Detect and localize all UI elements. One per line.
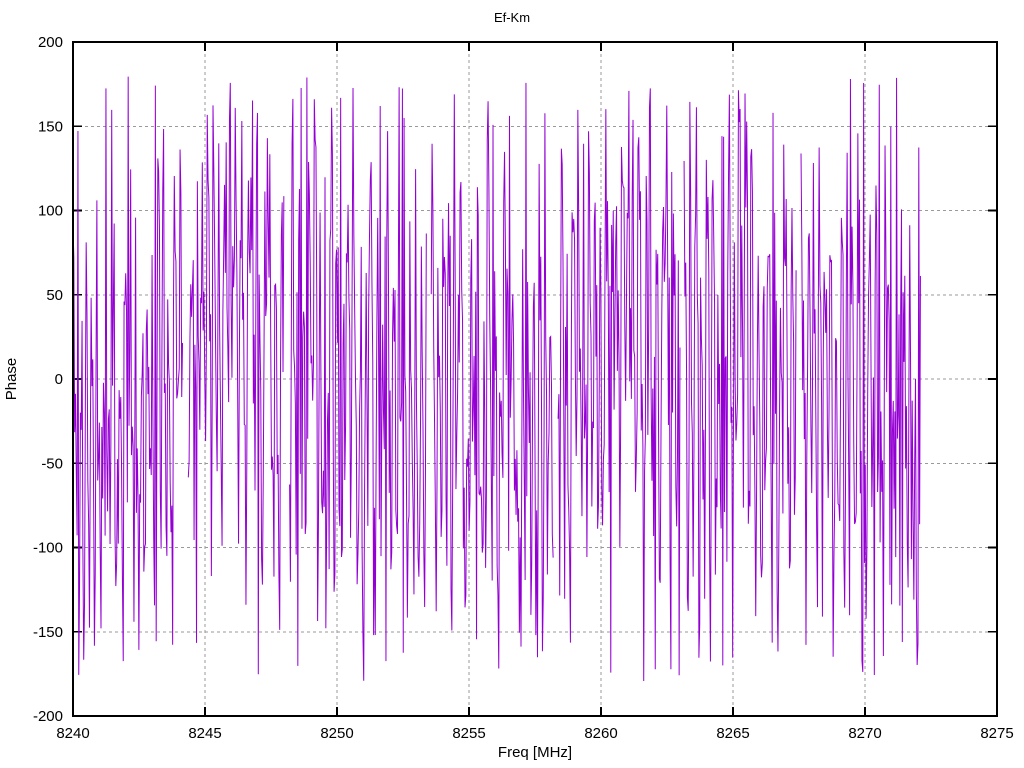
y-tick-label: -150 xyxy=(33,624,63,641)
y-tick-label: -100 xyxy=(33,540,63,557)
x-tick-label: 8265 xyxy=(716,725,749,742)
y-tick-label: 150 xyxy=(38,118,63,135)
x-tick-label: 8270 xyxy=(848,725,881,742)
chart-title: Ef-Km xyxy=(494,10,530,25)
data-series-line xyxy=(72,76,921,682)
x-tick-label: 8260 xyxy=(584,725,617,742)
x-tick-label: 8255 xyxy=(452,725,485,742)
y-axis-label: Phase xyxy=(3,358,20,401)
y-axis-tick-labels: -200 -150 -100 -50 0 50 100 150 200 xyxy=(33,34,63,725)
x-axis-label: Freq [MHz] xyxy=(498,744,572,761)
y-tick-label: 200 xyxy=(38,34,63,51)
y-tick-label: -50 xyxy=(41,455,63,472)
y-tick-label: 0 xyxy=(55,371,63,388)
x-tick-label: 8275 xyxy=(980,725,1013,742)
plot-frame xyxy=(72,41,998,717)
data-series-group xyxy=(72,76,921,682)
y-tick-label: 100 xyxy=(38,203,63,220)
y-tick-label: 50 xyxy=(46,287,63,304)
x-tick-label: 8250 xyxy=(320,725,353,742)
x-axis-tick-labels: 8240 8245 8250 8255 8260 8265 8270 8275 xyxy=(56,725,1013,742)
x-tick-label: 8240 xyxy=(56,725,89,742)
y-tick-label: -200 xyxy=(33,708,63,725)
x-tick-label: 8245 xyxy=(188,725,221,742)
